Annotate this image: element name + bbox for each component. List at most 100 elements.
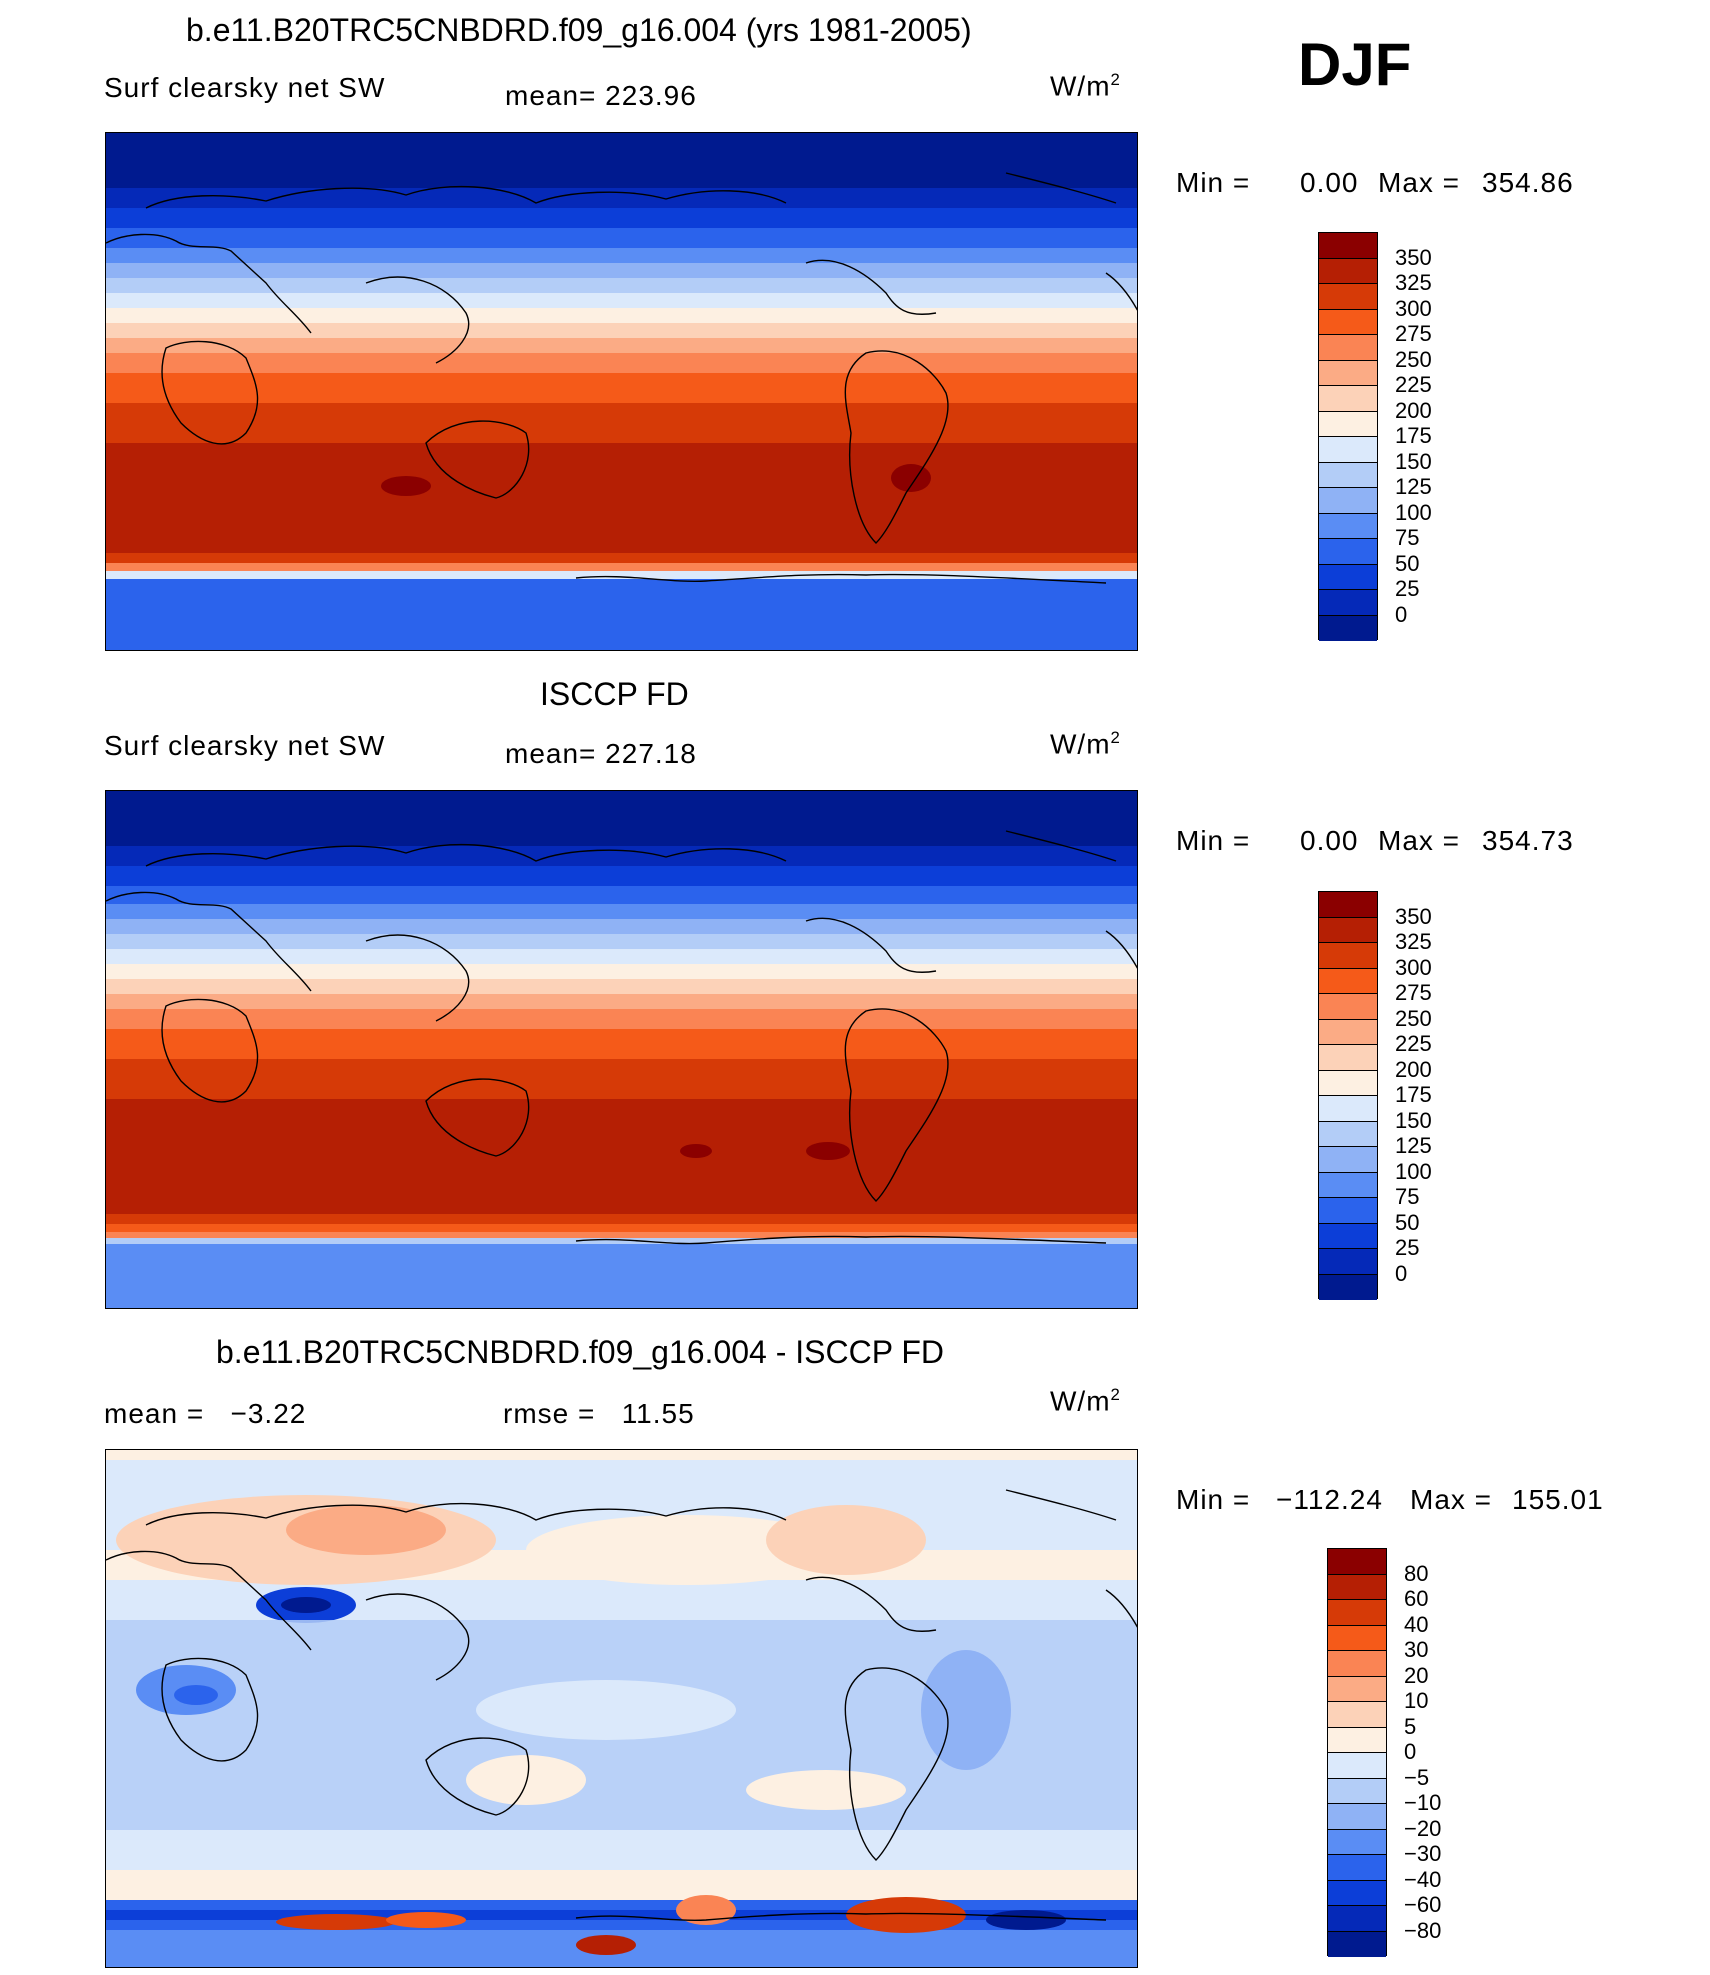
panel1-map	[105, 132, 1138, 651]
colorbar-segment	[1328, 1753, 1386, 1779]
colorbar-tick-label: 25	[1395, 576, 1420, 601]
colorbar-segment	[1319, 437, 1377, 463]
colorbar-tick-label: 50	[1395, 550, 1420, 576]
colorbar-segment	[1328, 1880, 1386, 1906]
colorbar-tick-label: 300	[1395, 954, 1432, 980]
colorbar-segment	[1319, 386, 1377, 412]
panel2-map	[105, 790, 1138, 1309]
panel2-mean-label: mean= 227.18	[505, 738, 697, 769]
panel1-mean-label: mean= 223.96	[505, 80, 697, 111]
colorbar-tick-label: 5	[1404, 1713, 1417, 1739]
colorbar-tick-label: 75	[1395, 525, 1420, 550]
panel2-min-value: 0.00	[1300, 825, 1359, 856]
colorbar-tick-label: 150	[1395, 1107, 1432, 1133]
colorbar-segment	[1319, 994, 1377, 1020]
colorbar-tick-label: 50	[1395, 1209, 1420, 1235]
colorbar-tick-label: −40	[1404, 1866, 1442, 1892]
colorbar-segment	[1319, 309, 1377, 335]
panel1-units: W/m2	[1050, 70, 1121, 102]
colorbar-segment	[1319, 539, 1377, 565]
colorbar-tick-label: 0	[1395, 601, 1408, 627]
colorbar-tick-label: 80	[1404, 1560, 1429, 1586]
colorbar-tick-label: 250	[1395, 346, 1432, 372]
colorbar-tick-label: 175	[1395, 1082, 1432, 1107]
colorbar-segment	[1328, 1600, 1386, 1626]
season-label: DJF	[1298, 31, 1412, 98]
colorbar-tick-label: −10	[1404, 1790, 1442, 1815]
panel3-min-label: Min =	[1176, 1484, 1251, 1515]
colorbar-segment	[1328, 1625, 1386, 1651]
colorbar-tick-label: 25	[1395, 1235, 1420, 1260]
colorbar-segment	[1319, 1172, 1377, 1198]
panel3-colorbar	[1327, 1548, 1387, 1957]
colorbar-tick-label: −60	[1404, 1892, 1442, 1917]
colorbar-tick-label: 225	[1395, 372, 1432, 397]
colorbar-tick-label: 350	[1395, 903, 1432, 929]
colorbar-tick-label: 100	[1395, 499, 1432, 525]
colorbar-tick-label: 0	[1404, 1739, 1417, 1764]
colorbar-segment	[1319, 258, 1377, 284]
colorbar-tick-label: 325	[1395, 929, 1432, 954]
colorbar-tick-label: 275	[1395, 980, 1432, 1005]
panel2-variable-label: Surf clearsky net SW	[104, 730, 386, 761]
colorbar-tick-label: −30	[1404, 1841, 1442, 1866]
panel3-map	[105, 1449, 1138, 1968]
colorbar-segment	[1319, 1096, 1377, 1122]
colorbar-segment	[1319, 513, 1377, 539]
colorbar-segment	[1319, 1223, 1377, 1249]
colorbar-segment	[1319, 1198, 1377, 1224]
colorbar-segment	[1319, 360, 1377, 386]
colorbar-tick-label: 300	[1395, 295, 1432, 321]
colorbar-segment	[1319, 615, 1377, 641]
panel3-rmse-label: rmse = 11.55	[503, 1398, 695, 1429]
colorbar-tick-label: 125	[1395, 474, 1432, 499]
colorbar-tick-label: 30	[1404, 1637, 1429, 1662]
panel3-min-value: −112.24	[1276, 1484, 1383, 1515]
colorbar-segment	[1328, 1778, 1386, 1804]
colorbar-tick-label: 10	[1404, 1688, 1429, 1713]
panel1-colorbar	[1318, 232, 1378, 641]
panel3-title: b.e11.B20TRC5CNBDRD.f09_g16.004 - ISCCP …	[216, 1334, 945, 1370]
panel1-max-label: Max =	[1378, 167, 1461, 198]
panel2-max-value: 354.73	[1482, 825, 1574, 856]
colorbar-segment	[1319, 284, 1377, 310]
colorbar-segment	[1328, 1829, 1386, 1855]
colorbar-tick-label: 75	[1395, 1184, 1420, 1209]
colorbar-tick-label: 350	[1395, 244, 1432, 270]
colorbar-tick-label: 275	[1395, 321, 1432, 346]
colorbar-segment	[1319, 1249, 1377, 1275]
colorbar-tick-label: 125	[1395, 1133, 1432, 1158]
panel3-max-value: 155.01	[1512, 1484, 1604, 1515]
colorbar-tick-label: 40	[1404, 1611, 1429, 1637]
panel1-max-value: 354.86	[1482, 167, 1574, 198]
colorbar-segment	[1319, 968, 1377, 994]
colorbar-tick-label: 150	[1395, 448, 1432, 474]
panel3-mean-label: mean = −3.22	[104, 1398, 307, 1429]
colorbar-segment	[1319, 462, 1377, 488]
colorbar-segment	[1328, 1855, 1386, 1881]
colorbar-segment	[1319, 892, 1377, 918]
colorbar-tick-label: 200	[1395, 1056, 1432, 1082]
colorbar-segment	[1319, 411, 1377, 437]
colorbar-tick-label: 0	[1395, 1260, 1408, 1286]
colorbar-tick-label: 20	[1404, 1662, 1429, 1688]
colorbar-segment	[1328, 1676, 1386, 1702]
panel1-min-value: 0.00	[1300, 167, 1359, 198]
panel2-units: W/m2	[1050, 728, 1121, 760]
colorbar-segment	[1319, 335, 1377, 361]
colorbar-tick-label: −5	[1404, 1764, 1430, 1790]
panel2-title: ISCCP FD	[540, 676, 689, 712]
colorbar-segment	[1328, 1702, 1386, 1728]
colorbar-segment	[1328, 1727, 1386, 1753]
panel3-units: W/m2	[1050, 1385, 1121, 1417]
colorbar-tick-label: 60	[1404, 1586, 1429, 1611]
colorbar-tick-label: 100	[1395, 1158, 1432, 1184]
panel3-max-label: Max =	[1410, 1484, 1493, 1515]
panel1-title: b.e11.B20TRC5CNBDRD.f09_g16.004 (yrs 198…	[186, 12, 972, 48]
colorbar-segment	[1319, 1019, 1377, 1045]
colorbar-segment	[1319, 590, 1377, 616]
colorbar-tick-label: −80	[1404, 1917, 1442, 1943]
colorbar-segment	[1319, 1045, 1377, 1071]
colorbar-segment	[1319, 233, 1377, 259]
panel2-min-label: Min =	[1176, 825, 1251, 856]
